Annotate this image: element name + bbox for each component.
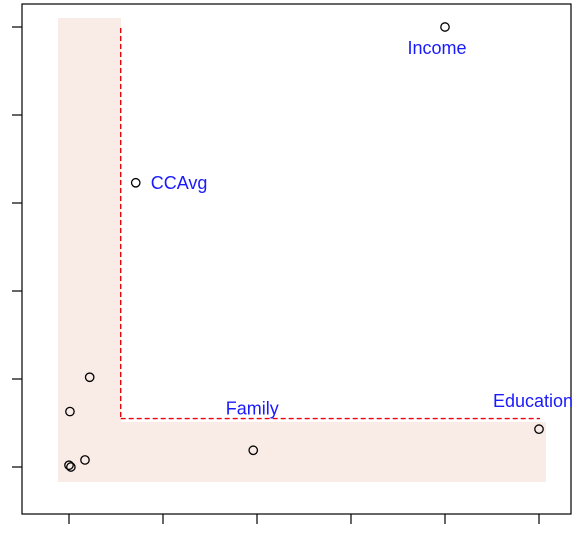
data-point [248,445,259,456]
data-point [84,372,95,383]
shaded-band-vertical [58,18,121,482]
data-point [64,460,74,471]
data-point [80,455,90,465]
point-label: CCAvg [151,173,208,193]
data-point [65,406,75,417]
point-label: Education [493,391,573,411]
data-point [534,424,544,435]
data-point [66,462,76,472]
data-point [130,177,141,188]
shaded-band-horizontal [58,422,546,482]
plot-border [21,3,572,515]
point-label: Income [407,38,466,58]
point-label: Family [226,398,279,418]
data-point [440,22,450,32]
